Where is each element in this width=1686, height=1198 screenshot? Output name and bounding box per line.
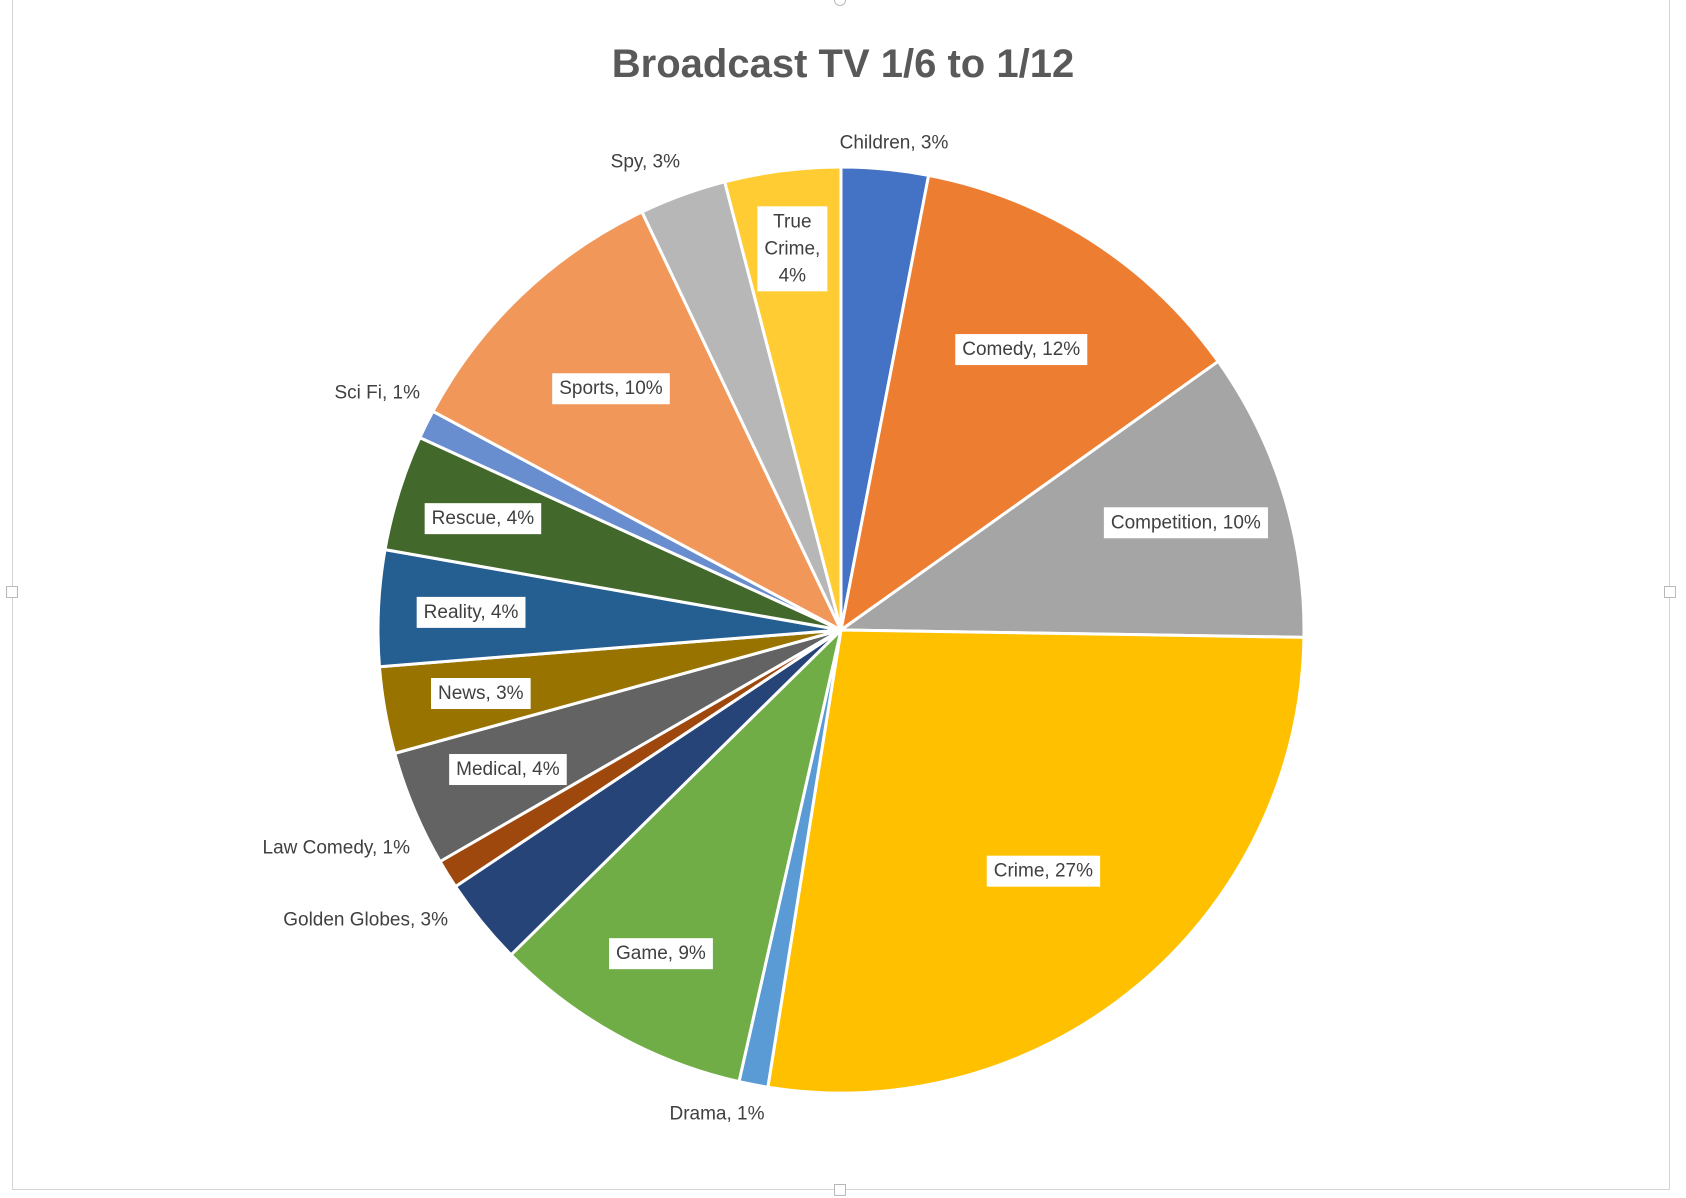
- data-label-medical: Medical, 4%: [449, 754, 567, 786]
- pie-slice-competition[interactable]: [839, 359, 1306, 639]
- data-label-sci-fi: Sci Fi, 1%: [334, 383, 420, 404]
- data-label-drama: Drama, 1%: [669, 1104, 764, 1125]
- pie-slice-comedy[interactable]: [839, 173, 1220, 632]
- resize-handle-left[interactable]: [6, 586, 18, 598]
- data-label-text: Sports, 10%: [559, 378, 663, 399]
- data-label-text: Competition, 10%: [1111, 512, 1261, 533]
- pie-slice-game[interactable]: [509, 628, 843, 1084]
- data-label-children: Children, 3%: [840, 133, 949, 154]
- data-label-comedy: Comedy, 12%: [955, 334, 1088, 366]
- data-label-true-crime: True Crime, 4%: [757, 206, 828, 292]
- data-labels: Children, 3% Comedy, 12% Competition, 10% C…: [263, 133, 1268, 1125]
- data-label-law-comedy: Law Comedy, 1%: [263, 838, 411, 859]
- data-label-text: Comedy, 12%: [962, 339, 1080, 360]
- data-label-text: News, 3%: [438, 683, 524, 704]
- data-label-text: Medical, 4%: [456, 759, 560, 780]
- data-label-text: 4%: [779, 265, 807, 286]
- resize-handle-right[interactable]: [1664, 586, 1676, 598]
- data-label-reality: Reality, 4%: [416, 596, 526, 628]
- data-label-crime: Crime, 27%: [986, 855, 1101, 887]
- chart-title: Broadcast TV 1/6 to 1/12: [611, 42, 1075, 86]
- data-label-text: Game, 9%: [616, 943, 706, 964]
- data-label-spy: Spy, 3%: [611, 152, 680, 173]
- data-label-game: Game, 9%: [609, 938, 713, 970]
- data-label-text: Crime, 27%: [994, 861, 1093, 882]
- data-label-rescue: Rescue, 4%: [424, 503, 542, 535]
- data-label-text: Crime,: [764, 238, 820, 259]
- data-label-text: Rescue, 4%: [432, 508, 535, 529]
- data-label-sports: Sports, 10%: [552, 373, 670, 405]
- pie-slices: [376, 165, 1306, 1095]
- data-label-competition: Competition, 10%: [1103, 507, 1268, 539]
- data-label-news: News, 3%: [431, 678, 531, 710]
- data-label-text: Reality, 4%: [424, 602, 519, 623]
- pie-slice-sports[interactable]: [431, 210, 843, 632]
- data-label-golden-globes: Golden Globes, 3%: [283, 910, 448, 931]
- resize-handle-bottom[interactable]: [834, 1184, 846, 1196]
- data-label-text: True: [773, 211, 811, 232]
